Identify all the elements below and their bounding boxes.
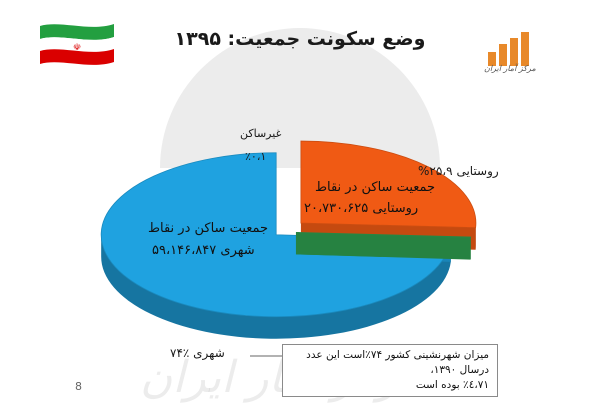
callout-line-1: میزان شهرنشینی کشور ۷۴٪است این عدد درسال… [306,349,489,376]
slice-urban [100,152,452,318]
unsettled-title-label: غیرساکن [240,127,282,140]
page-title: وضع سکونت جمعیت: ۱۳۹۵ [174,28,426,50]
rural-pct-label: روستایی ۲۵،۹% [418,164,499,178]
urbanization-callout: میزان شهرنشینی کشور ۷۴٪است این عدد درسال… [282,344,498,397]
pie-group [100,140,477,339]
slice-unsettled-cut-face [295,232,471,260]
logo-caption: مرکز آمار ایران [484,64,536,73]
iran-flag-icon: ☫ [40,24,114,65]
callout-line-2: ۷۱،٤٪ بوده است [415,379,489,391]
urban-pct-label: شهری ٪۷۴ [170,346,225,360]
svg-text:☫: ☫ [73,43,81,53]
page-number: 8 [75,380,82,393]
slice-rural [300,140,477,229]
slice-unsettled [295,232,472,238]
unsettled-pct-label: ٪۰،۱ [245,150,267,163]
urban-inner-label-1: جمعیت ساکن در نقاط [148,221,269,236]
bar-chart-logo-icon [480,26,540,74]
slice-urban-side [101,234,451,339]
rural-inner-label-2: روستایی ۲۰،۷۳۰،۶۲۵ [304,201,419,216]
background-arc [160,28,440,168]
rural-inner-label-1: جمعیت ساکن در نقاط [315,180,436,195]
urban-inner-label-2: شهری ۵۹،۱۴۶،۸۴۷ [152,243,255,258]
